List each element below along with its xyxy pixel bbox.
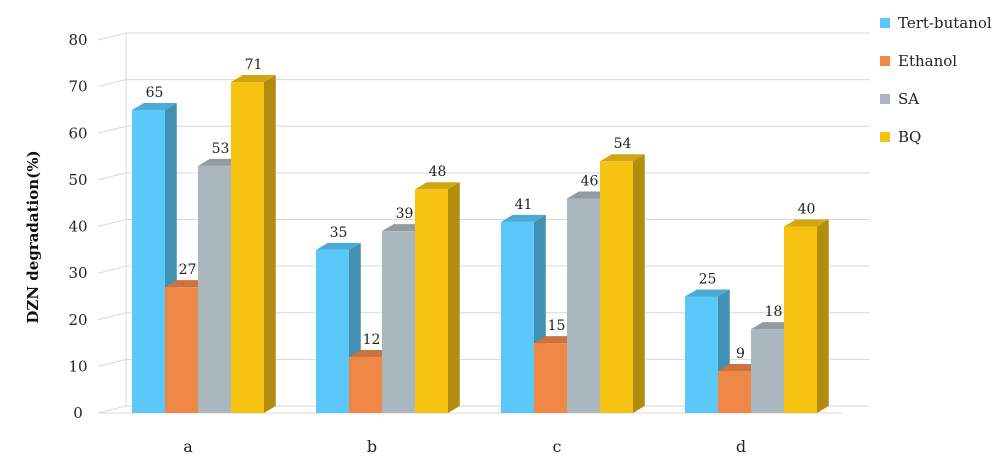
bar-front-face — [231, 81, 264, 414]
bar-front-face — [415, 189, 448, 413]
data-label: 54 — [614, 136, 632, 152]
data-label: 35 — [330, 225, 348, 241]
bar-front-face — [685, 296, 718, 413]
legend-label: BQ — [898, 128, 921, 146]
bar-top-face — [231, 74, 276, 82]
legend-label: Tert-butanol — [898, 14, 992, 32]
y-tick-label: 50 — [68, 171, 87, 189]
data-label: 48 — [429, 164, 447, 180]
bar-bq-d — [784, 219, 829, 413]
grid-depth-line — [97, 219, 127, 227]
data-labels: 65 27 53 71 35 12 39 48 41 15 46 54 25 9 18 40 — [146, 57, 816, 362]
y-tick-label: 80 — [68, 31, 87, 49]
legend-swatch — [880, 56, 890, 66]
legend-label: Ethanol — [898, 52, 957, 70]
legend-item: SA — [880, 90, 919, 108]
grid-depth-line — [97, 405, 127, 414]
bar-front-face — [316, 249, 349, 413]
bar-side-face — [448, 182, 460, 413]
y-tick-label: 70 — [68, 78, 87, 96]
data-label: 12 — [363, 332, 381, 348]
bar-tert-butanol-b — [316, 242, 361, 413]
bar-bq-b — [415, 182, 460, 413]
bar-top-face — [132, 102, 177, 110]
x-category-label: d — [736, 437, 746, 456]
data-label: 41 — [515, 197, 533, 213]
data-label: 25 — [699, 271, 717, 287]
legend-label: SA — [898, 90, 919, 108]
y-tick-label: 0 — [73, 404, 83, 422]
legend-swatch — [880, 94, 890, 104]
bar-bq-a — [231, 74, 276, 414]
x-axis: a b c d — [183, 437, 746, 456]
data-label: 71 — [245, 57, 263, 73]
bar-front-face — [198, 165, 231, 413]
y-tick-label: 60 — [68, 124, 87, 142]
bar-side-face — [633, 154, 645, 413]
grid-depth-line — [97, 32, 127, 41]
bar-front-face — [600, 161, 633, 413]
bar-front-face — [165, 287, 198, 413]
bars — [132, 74, 829, 414]
bar-tert-butanol-c — [501, 214, 546, 413]
x-category-label: b — [367, 437, 377, 456]
bar-front-face — [784, 226, 817, 413]
bar-front-face — [349, 357, 382, 413]
grid-depth-line — [97, 265, 127, 274]
data-label: 15 — [548, 318, 566, 334]
grid-depth-line — [97, 125, 127, 134]
grid-depth-line — [97, 79, 127, 88]
legend-swatch — [880, 132, 890, 142]
bar-front-face — [751, 329, 784, 413]
data-label: 53 — [212, 141, 230, 157]
y-tick-label: 10 — [68, 357, 87, 375]
bar-side-face — [817, 219, 829, 413]
bar-front-face — [382, 231, 415, 413]
legend-swatch — [880, 18, 890, 28]
grid-depth-line — [97, 172, 127, 181]
data-label: 18 — [765, 304, 783, 320]
data-label: 40 — [798, 202, 816, 218]
bar-bq-c — [600, 154, 645, 413]
y-tick-label: 20 — [68, 311, 87, 329]
bar-front-face — [567, 198, 600, 413]
data-label: 46 — [581, 174, 599, 190]
grid-depth-line — [97, 312, 127, 321]
y-tick-label: 30 — [68, 264, 87, 282]
bar-side-face — [264, 74, 276, 414]
legend-item: BQ — [880, 128, 921, 146]
bar-front-face — [718, 371, 751, 413]
x-category-label: c — [553, 437, 562, 456]
bar-top-face — [784, 219, 829, 227]
data-label: 27 — [179, 262, 197, 278]
data-label: 9 — [736, 346, 745, 362]
y-tick-label: 40 — [68, 218, 87, 236]
y-axis-title: DZN degradation(%) — [24, 150, 42, 323]
bar-front-face — [534, 343, 567, 413]
bar-top-face — [600, 154, 645, 162]
bar-top-face — [685, 289, 730, 297]
bar-top-face — [501, 214, 546, 222]
y-axis: 0 10 20 30 40 50 60 70 80 — [68, 31, 87, 422]
legend: Tert-butanol Ethanol SA BQ — [880, 14, 992, 146]
legend-item: Tert-butanol — [880, 14, 992, 32]
grid-depth-line — [97, 358, 127, 367]
data-label: 65 — [146, 85, 164, 101]
x-category-label: a — [183, 437, 193, 456]
bar-front-face — [132, 109, 165, 413]
data-label: 39 — [396, 206, 414, 222]
bar-top-face — [316, 242, 361, 250]
legend-item: Ethanol — [880, 52, 957, 70]
bar-top-face — [415, 182, 460, 190]
bar-front-face — [501, 221, 534, 413]
